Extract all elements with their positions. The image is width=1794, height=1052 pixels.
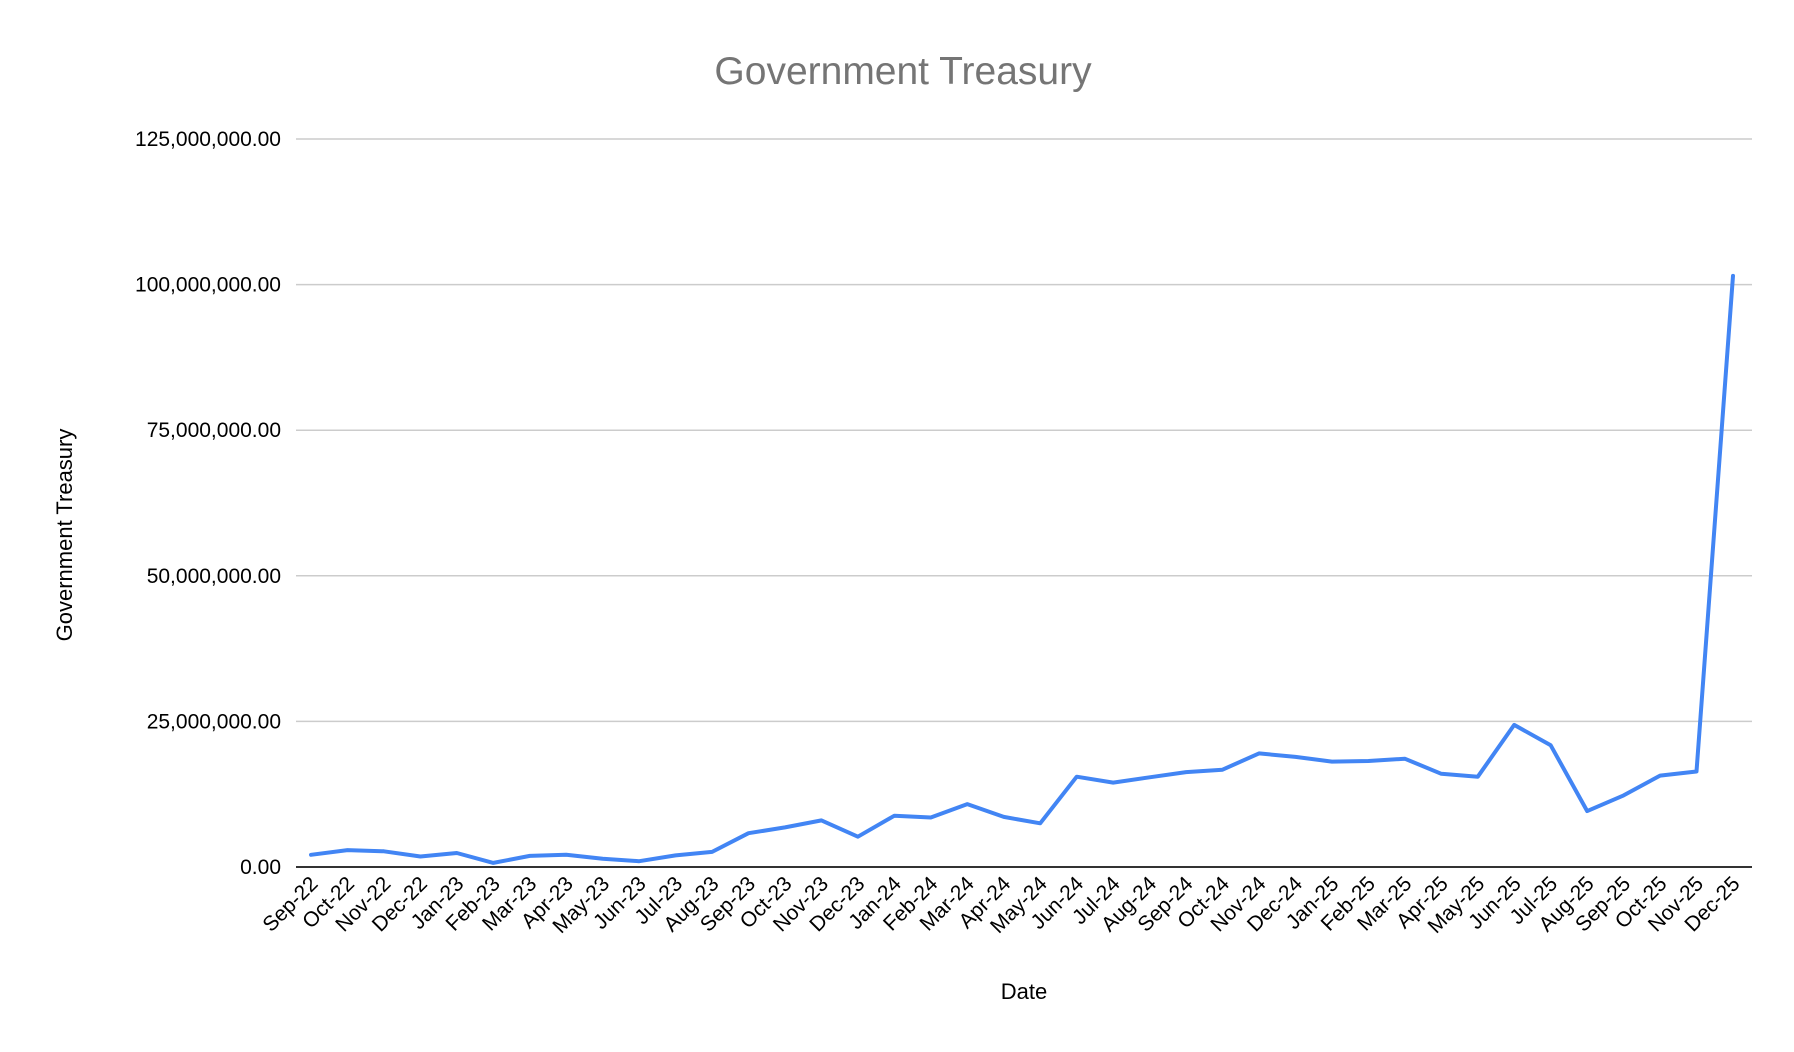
y-tick-label: 100,000,000.00: [135, 274, 281, 297]
y-axis-ticks: 0.00 25,000,000.00 50,000,000.00 75,000,000…: [135, 128, 281, 879]
y-tick-label: 0.00: [240, 856, 281, 879]
chart-title: Government Treasury: [714, 50, 1092, 93]
y-axis-label: Government Treasury: [52, 429, 77, 642]
y-tick-label: 25,000,000.00: [147, 710, 281, 733]
y-tick-label: 75,000,000.00: [147, 419, 281, 442]
series-layer: [309, 273, 1735, 865]
gridlines: [296, 138, 1752, 723]
y-tick-label: 50,000,000.00: [147, 565, 281, 588]
x-axis-label: Date: [1001, 979, 1047, 1004]
series-line: [309, 273, 1735, 865]
y-tick-label: 125,000,000.00: [135, 128, 281, 151]
x-axis-ticks: Sep-22Oct-22Nov-22Dec-22Jan-23Feb-23Mar-…: [258, 872, 1744, 938]
